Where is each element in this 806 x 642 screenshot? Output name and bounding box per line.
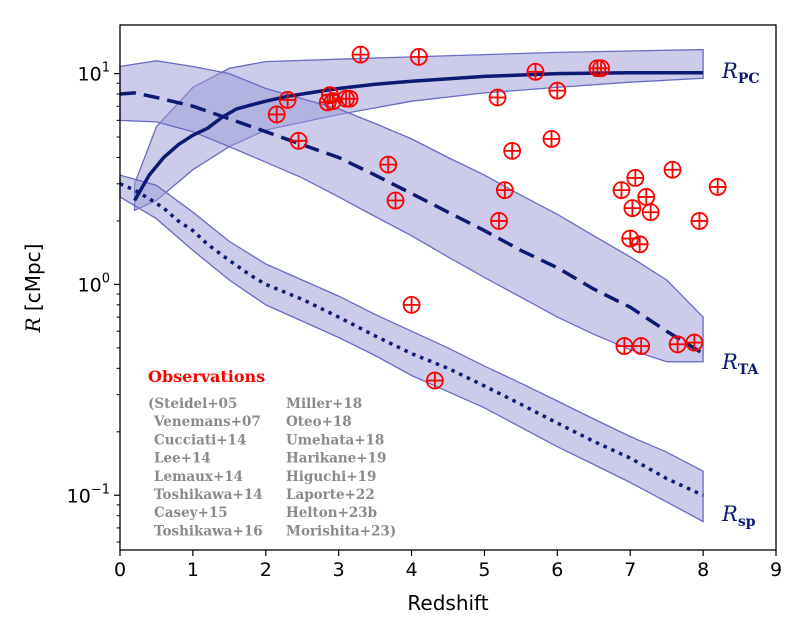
- observations-legend: Observations (Steidel+05 Venemans+07 Cucci…: [148, 367, 396, 539]
- y-axis-label: R [cMpc]: [21, 244, 45, 334]
- legend-item: Venemans+07: [153, 414, 261, 430]
- observation-marker: [663, 160, 682, 179]
- observation-marker: [409, 47, 428, 66]
- x-tick-label: 7: [624, 559, 636, 581]
- x-tick-label: 1: [187, 559, 199, 581]
- x-tick-label: 6: [551, 559, 563, 581]
- legend-item: Toshikawa+14: [154, 487, 263, 503]
- x-tick-label: 4: [406, 559, 418, 581]
- x-tick-label: 5: [478, 559, 490, 581]
- legend-title: Observations: [148, 367, 265, 386]
- y-tick-label: 100: [78, 271, 110, 296]
- x-axis-label: Redshift: [407, 591, 488, 615]
- legend-column-1: (Steidel+05 Venemans+07 Cucciati+14 Lee+14 L…: [148, 396, 263, 539]
- legend-item: Miller+18: [286, 396, 362, 412]
- x-axis-ticks: 0 1 2 3 4 5 6 7 8 9: [114, 550, 782, 581]
- curve-ta: [119, 91, 705, 356]
- observation-marker: [623, 199, 642, 218]
- x-tick-label: 9: [770, 559, 782, 581]
- x-tick-label: 3: [333, 559, 345, 581]
- x-tick-label: 2: [260, 559, 272, 581]
- observation-marker: [267, 105, 286, 124]
- observation-marker: [641, 203, 660, 222]
- legend-item: Morishita+23): [286, 523, 396, 539]
- curve-sp: [119, 182, 704, 497]
- plot-area: [119, 45, 727, 523]
- observation-marker: [637, 188, 656, 206]
- legend-item: (Steidel+05: [148, 396, 237, 412]
- model-curves: [119, 70, 705, 497]
- curve-label-sp: Rsp: [721, 502, 756, 530]
- observation-marker: [630, 235, 649, 254]
- band-ta: [119, 60, 704, 363]
- legend-item: Toshikawa+16: [154, 523, 263, 539]
- curve-label-ta-main: R: [721, 350, 738, 374]
- observation-marker: [708, 178, 727, 196]
- observation-marker: [690, 212, 709, 230]
- observation-marker: [621, 229, 640, 248]
- uncertainty-bands: [119, 48, 704, 523]
- curve-label-ta-sub: TA: [738, 362, 760, 378]
- curve-pc: [133, 70, 704, 202]
- legend-item: Casey+15: [154, 505, 228, 521]
- y-axis-label-unit: [cMpc]: [21, 244, 45, 318]
- x-tick-label: 0: [114, 559, 126, 581]
- observation-marker: [490, 212, 508, 230]
- observation-marker: [386, 191, 405, 210]
- observation-marker: [612, 181, 631, 200]
- observation-marker: [668, 335, 687, 354]
- observation-marker: [503, 141, 522, 160]
- observation-marker: [323, 92, 342, 111]
- legend-item: Helton+23b: [286, 505, 377, 521]
- curve-label-sp-sub: sp: [738, 514, 756, 530]
- observation-marker: [379, 155, 398, 174]
- curve-label-sp-main: R: [721, 502, 738, 526]
- x-tick-label: 8: [697, 559, 709, 581]
- y-tick-label: 10−1: [67, 482, 110, 507]
- legend-item: Laporte+22: [286, 487, 375, 503]
- observation-marker: [340, 89, 359, 108]
- curve-label-pc-sub: PC: [738, 71, 760, 87]
- legend-item: Lemaux+14: [154, 469, 243, 485]
- observation-marker: [632, 337, 651, 355]
- observation-marker: [548, 81, 567, 100]
- y-axis-ticks: 10−1 100 101: [67, 61, 120, 543]
- observation-marker: [685, 333, 704, 352]
- observation-marker: [526, 62, 545, 81]
- observation-marker: [351, 45, 370, 64]
- band-pc: [133, 48, 704, 212]
- curve-labels: RPC RTA Rsp: [721, 59, 759, 530]
- observation-marker: [425, 371, 444, 390]
- legend-item: Harikane+19: [286, 451, 386, 467]
- observation-marker: [592, 59, 610, 78]
- observation-marker: [615, 337, 634, 355]
- legend-item: Lee+14: [154, 451, 211, 467]
- observation-marker: [289, 131, 308, 150]
- legend-column-2: Miller+18 Oteo+18 Umehata+18 Harikane+19 Hig…: [286, 396, 396, 539]
- legend-item: Cucciati+14: [154, 432, 246, 448]
- curve-label-pc-main: R: [721, 59, 738, 83]
- legend-item: Oteo+18: [286, 414, 352, 430]
- curve-label-ta: RTA: [721, 350, 759, 378]
- observation-markers: [267, 45, 727, 390]
- legend-item: Umehata+18: [286, 432, 384, 448]
- observation-marker: [626, 169, 645, 187]
- observation-marker: [488, 88, 507, 107]
- observation-marker: [542, 130, 561, 148]
- curve-label-pc: RPC: [721, 59, 759, 87]
- y-axis-label-var: R: [21, 317, 45, 333]
- observation-marker: [495, 181, 514, 200]
- band-sp: [119, 174, 704, 523]
- plot-frame: [119, 24, 777, 551]
- legend-item: Higuchi+19: [286, 469, 376, 485]
- observation-marker: [402, 295, 421, 314]
- y-tick-label: 101: [78, 61, 110, 86]
- observation-marker: [278, 91, 297, 109]
